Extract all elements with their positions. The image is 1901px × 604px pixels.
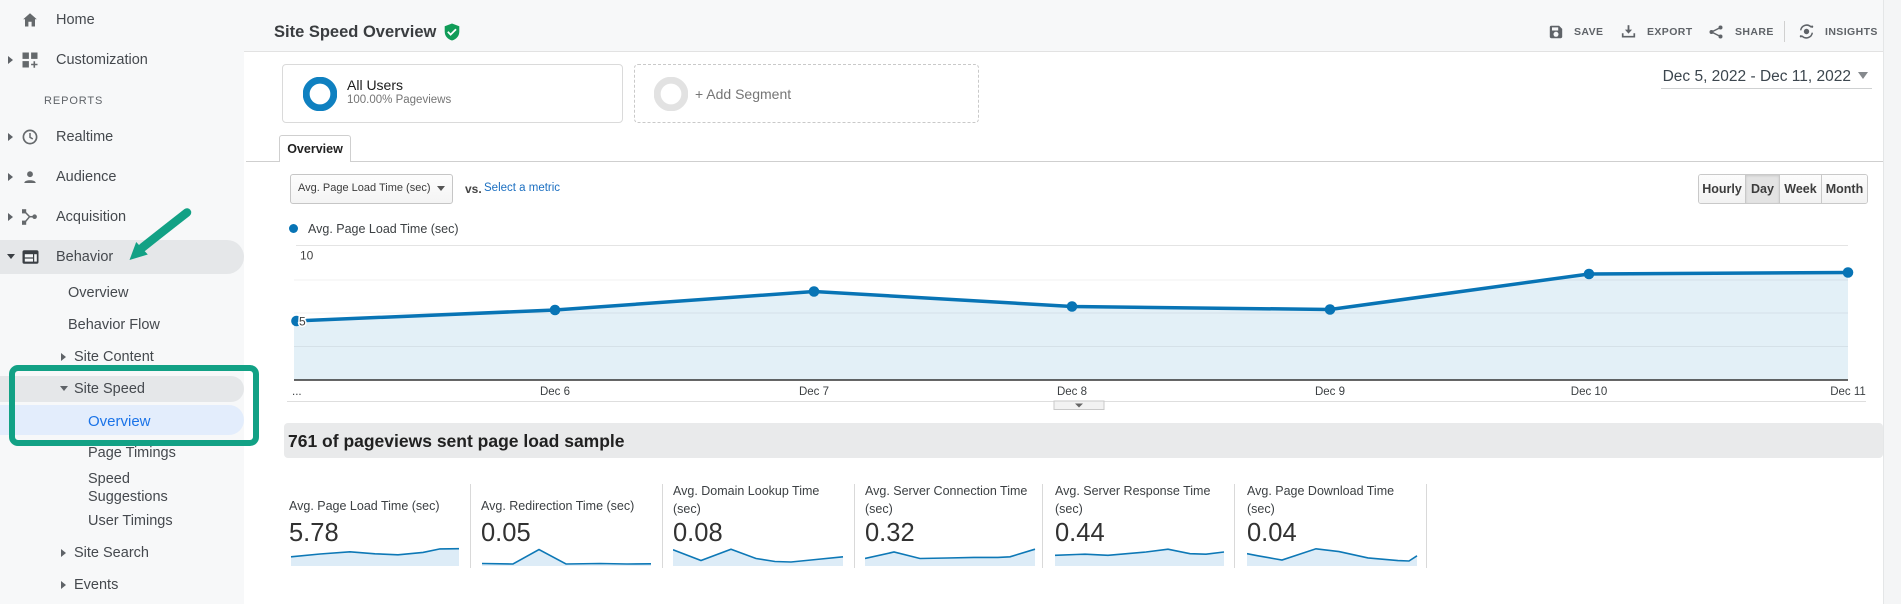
svg-text:...: ... [292,386,302,398]
svg-text:Dec 6: Dec 6 [540,386,570,398]
svg-text:Dec 10: Dec 10 [1571,386,1607,398]
svg-text:Dec 9: Dec 9 [1315,386,1345,398]
svg-text:Dec 11: Dec 11 [1830,386,1866,398]
svg-text:Dec 8: Dec 8 [1057,386,1087,398]
svg-text:10: 10 [300,249,314,263]
svg-text:Dec 7: Dec 7 [799,386,829,398]
svg-text:5: 5 [299,315,306,329]
